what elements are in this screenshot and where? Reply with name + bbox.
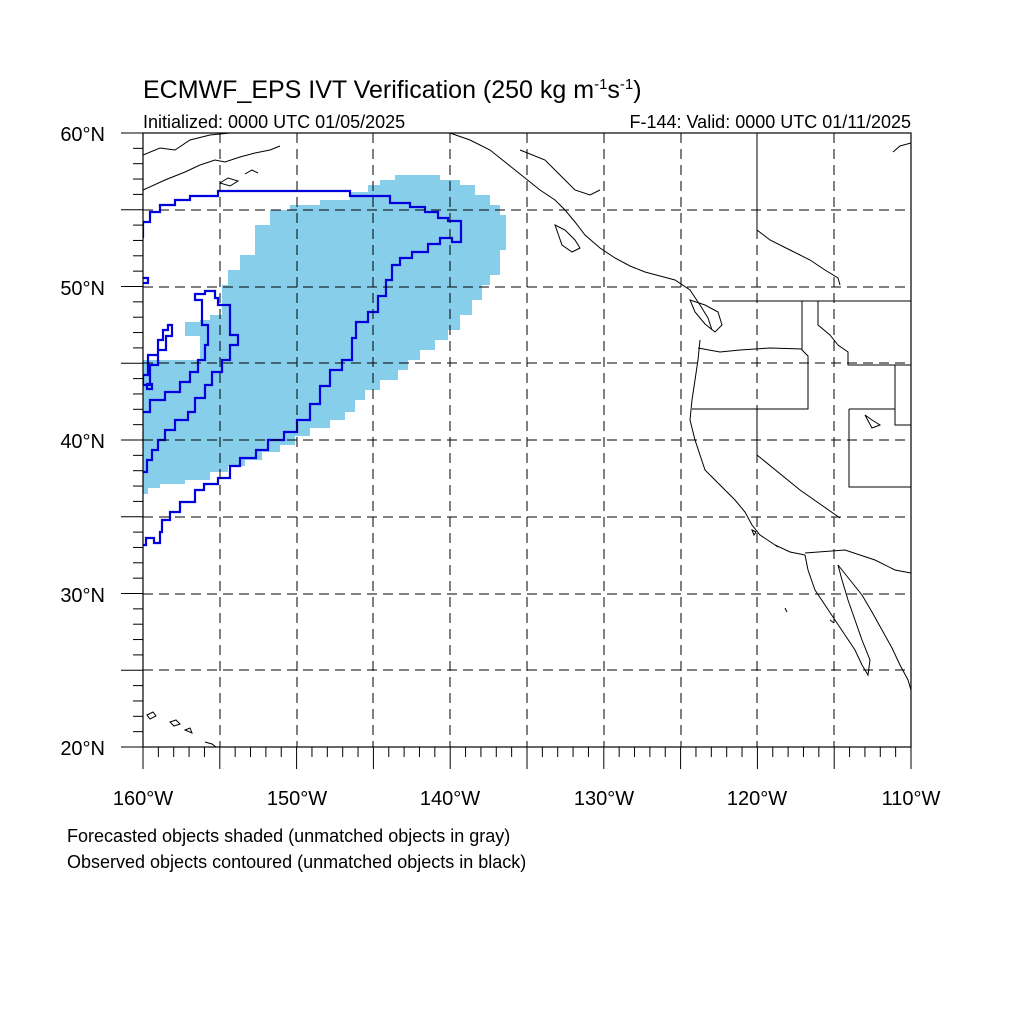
- observed-contour-dot: [145, 382, 154, 391]
- lat-label-50: 50°N: [60, 278, 105, 300]
- lon-label-140: 140°W: [420, 788, 480, 810]
- baja-coastline: [804, 554, 871, 677]
- map-title: ECMWF_EPS IVT Verification (250 kg m-1s-…: [143, 76, 642, 104]
- axis-ticks: [121, 132, 912, 769]
- lat-label-30: 30°N: [60, 585, 105, 607]
- state-borders: [692, 301, 911, 519]
- init-time-label: Initialized: 0000 UTC 01/05/2025: [143, 112, 405, 132]
- bc-coastline: [449, 133, 713, 331]
- lon-label-110: 110°W: [882, 788, 941, 810]
- observed-contour-fragment: [143, 276, 150, 285]
- valid-time-label: F-144: Valid: 0000 UTC 01/11/2025: [629, 112, 911, 132]
- coastline-layer: [143, 133, 911, 747]
- forecast-object-fragment: [185, 322, 200, 336]
- legend-forecast-text: Forecasted objects shaded (unmatched obj…: [67, 826, 511, 846]
- alaska-coastline: [143, 133, 231, 156]
- observed-contour-main: [143, 189, 463, 547]
- legend-observed-text: Observed objects contoured (unmatched ob…: [67, 852, 527, 872]
- lat-label-20: 20°N: [60, 738, 105, 760]
- us-west-coastline: [689, 339, 806, 556]
- observed-contour-west: [143, 323, 174, 387]
- lon-label-130: 130°W: [574, 788, 634, 810]
- observed-contour-inner: [143, 289, 240, 474]
- lon-label-160: 160°W: [113, 788, 173, 810]
- graticule: [143, 133, 911, 747]
- lon-label-150: 150°W: [267, 788, 327, 810]
- lat-label-40: 40°N: [60, 431, 105, 453]
- lat-labels: 60°N 50°N 40°N 30°N 20°N: [60, 124, 105, 760]
- hawaii-islands: [146, 711, 217, 747]
- lon-labels: 160°W 150°W 140°W 130°W 120°W 110°W: [113, 788, 941, 810]
- mexico-us-border: [804, 549, 911, 574]
- mexico-coastline: [837, 564, 911, 691]
- forecast-object: [143, 175, 506, 494]
- lon-label-120: 120°W: [727, 788, 787, 810]
- lat-label-60: 60°N: [60, 124, 105, 146]
